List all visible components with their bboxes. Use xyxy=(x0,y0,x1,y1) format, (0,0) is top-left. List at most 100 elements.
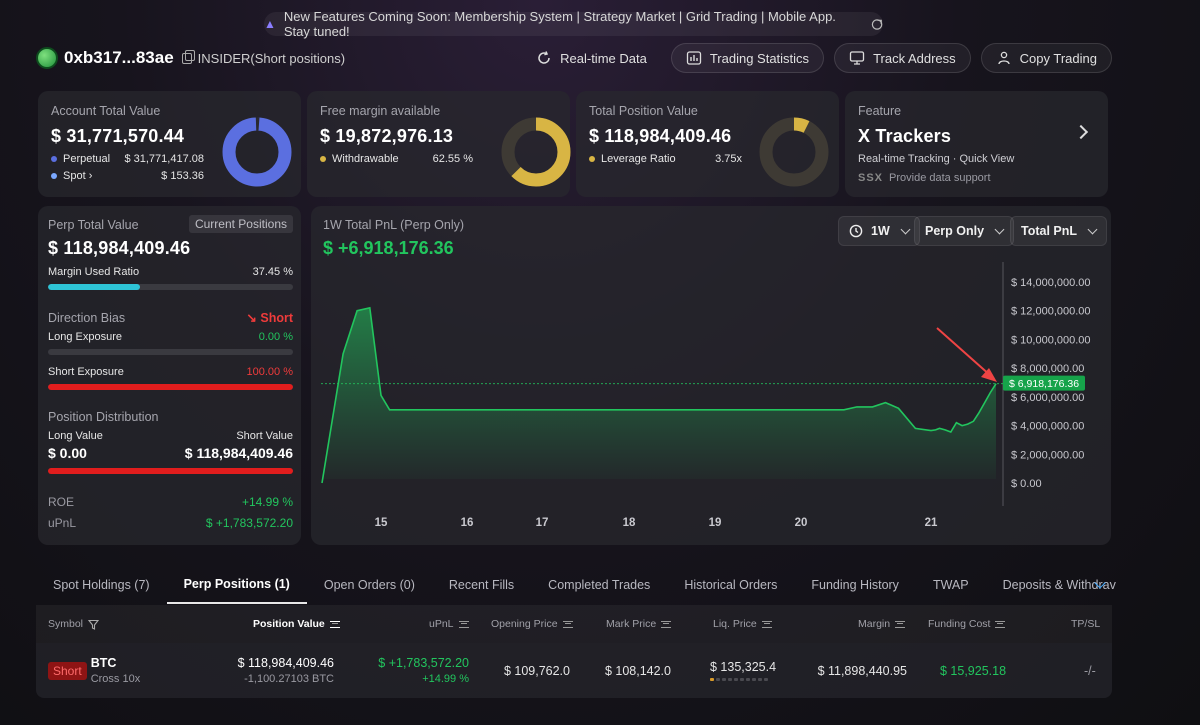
sort-icon xyxy=(562,620,573,628)
risk-segment xyxy=(734,678,738,681)
mark-price: $ 108,142.0 xyxy=(604,663,671,678)
realtime-data-label: Real-time Data xyxy=(560,50,647,66)
position-donut xyxy=(759,117,829,187)
provider-row: SSX Provide data support xyxy=(858,172,991,184)
current-positions-pill[interactable]: Current Positions xyxy=(188,215,293,233)
tab-item[interactable]: Spot Holdings (7) xyxy=(53,578,150,592)
cell-tpsl[interactable]: -/- xyxy=(1084,643,1096,698)
short-exposure-value: 100.00 % xyxy=(246,366,293,378)
upnl-row: uPnL $ +1,783,572.20 xyxy=(48,516,293,530)
scope-value: Perp Only xyxy=(925,224,985,238)
col-margin[interactable]: Margin xyxy=(858,605,906,643)
col-funding-cost[interactable]: Funding Cost xyxy=(928,605,1006,643)
tab-item[interactable]: Perp Positions (1) xyxy=(166,566,307,604)
chevron-right-icon[interactable] xyxy=(1073,124,1089,140)
x-tick-label: 16 xyxy=(461,517,474,529)
margin-used-value: 37.45 % xyxy=(252,266,293,278)
liquidation-risk-meter xyxy=(710,678,776,681)
margin-used-fill xyxy=(48,284,140,290)
x-tick-label: 21 xyxy=(925,517,938,529)
risk-segment xyxy=(716,678,720,681)
row-margin: $ 11,898,440.95 xyxy=(817,663,907,678)
realtime-data-button[interactable]: Real-time Data xyxy=(522,43,661,73)
x-trackers-card[interactable]: Feature X Trackers Real-time Tracking · … xyxy=(845,91,1108,197)
cell-position-value: $ 118,984,409.46 -1,100.27103 BTC xyxy=(238,643,334,698)
liq-price: $ 135,325.4 xyxy=(710,660,777,674)
y-tick-label: $ 8,000,000.00 xyxy=(1011,363,1084,375)
free-margin-donut xyxy=(501,117,571,187)
long-value-label: Long Value xyxy=(48,430,103,442)
col-symbol-label: Symbol xyxy=(48,618,84,630)
col-upnl[interactable]: uPnL xyxy=(429,605,469,643)
tab-item[interactable]: Completed Trades xyxy=(548,578,651,592)
tab-item[interactable]: Recent Fills xyxy=(448,578,515,592)
risk-segment xyxy=(758,678,762,681)
period-dropdown[interactable]: 1W xyxy=(838,216,920,246)
spot-value: $ 153.36 xyxy=(161,170,204,182)
external-link-icon[interactable] xyxy=(871,18,883,31)
pnl-chart-value: $ +6,918,176.36 xyxy=(323,238,454,258)
account-total-card: Account Total Value $ 31,771,570.44 Perp… xyxy=(38,91,301,197)
scope-dropdown[interactable]: Perp Only xyxy=(914,216,1015,246)
avatar xyxy=(36,47,58,69)
tab-item[interactable]: Historical Orders xyxy=(684,578,778,592)
upnl-value: $ +1,783,572.20 xyxy=(205,516,293,530)
spot-dot xyxy=(51,173,57,180)
col-opening-price[interactable]: Opening Price xyxy=(491,605,573,643)
metric-dropdown[interactable]: Total PnL xyxy=(1010,216,1108,246)
track-address-button[interactable]: Track Address xyxy=(834,43,971,73)
free-margin-label: Free margin available xyxy=(320,104,441,118)
perpetual-row: Perpetual $ 31,771,417.08 xyxy=(51,153,204,165)
tab-item[interactable]: Open Orders (0) xyxy=(323,578,415,592)
distribution-bar xyxy=(48,468,293,474)
symbol-margin-mode: Cross 10x xyxy=(90,673,141,685)
refresh-icon xyxy=(538,51,550,64)
filter-icon[interactable] xyxy=(88,619,100,630)
table-row[interactable]: Short BTC Cross 10x $ 118,984,409.46 -1,… xyxy=(36,643,1112,698)
tab-item[interactable]: TWAP xyxy=(932,578,969,592)
pnl-area-chart: $ 14,000,000.00 $ 12,000,000.00 $ 10,000,0… xyxy=(321,262,1091,529)
sort-icon xyxy=(661,620,672,628)
margin-used-bar xyxy=(48,284,293,290)
copy-icon[interactable] xyxy=(181,49,195,64)
col-mark-price[interactable]: Mark Price xyxy=(606,605,672,643)
free-margin-card: Free margin available $ 19,872,976.13 Wi… xyxy=(307,91,571,197)
short-value-label: Short Value xyxy=(236,430,293,442)
col-liq-label: Liq. Price xyxy=(713,618,757,630)
col-mark-label: Mark Price xyxy=(606,618,657,630)
users-icon xyxy=(998,51,1010,65)
track-address-label: Track Address xyxy=(873,50,956,66)
leverage-label: Leverage Ratio xyxy=(601,153,676,165)
risk-segment xyxy=(764,678,768,681)
announcement-banner[interactable]: ▲ New Features Coming Soon: Membership S… xyxy=(264,9,883,39)
copy-trading-button[interactable]: Copy Trading xyxy=(980,43,1112,73)
short-exposure-bar xyxy=(48,384,293,390)
col-position-value[interactable]: Position Value xyxy=(253,605,340,643)
trading-statistics-button[interactable]: Trading Statistics xyxy=(670,43,825,73)
upnl-label: uPnL xyxy=(48,516,77,530)
trend-down-icon: ↘ xyxy=(246,311,257,325)
tab-item[interactable]: Deposits & Withdrav xyxy=(1002,578,1116,592)
sort-icon xyxy=(458,620,469,628)
long-exposure-bar xyxy=(48,349,293,355)
perpetual-dot xyxy=(51,156,57,163)
col-symbol[interactable]: Symbol xyxy=(48,605,100,643)
leverage-value: 3.75x xyxy=(715,153,742,165)
tab-item[interactable]: Funding History xyxy=(811,578,899,592)
y-tick-label: $ 10,000,000.00 xyxy=(1011,334,1091,346)
y-tick-label: $ 12,000,000.00 xyxy=(1011,306,1091,318)
feature-subtitle: Real-time Tracking · Quick View xyxy=(858,153,1015,165)
wallet-address: 0xb317...83ae xyxy=(64,48,174,67)
perp-total-value: $ 118,984,409.46 xyxy=(48,238,191,258)
col-liq-price[interactable]: Liq. Price xyxy=(713,605,772,643)
direction-bias-text: Short xyxy=(260,311,293,325)
withdrawable-value: 62.55 % xyxy=(432,153,473,165)
position-value: $ 118,984,409.46 xyxy=(237,656,334,670)
spot-row[interactable]: Spot › $ 153.36 xyxy=(51,170,204,182)
position-size: -1,100.27103 BTC xyxy=(244,673,334,685)
y-tick-label: $ 14,000,000.00 xyxy=(1011,277,1091,289)
positions-table-header: Symbol Position Value uPnL Opening Price… xyxy=(36,605,1112,643)
symbol-name[interactable]: BTC xyxy=(90,656,117,670)
period-value: 1W xyxy=(871,224,890,238)
long-exposure-label: Long Exposure xyxy=(48,331,122,343)
